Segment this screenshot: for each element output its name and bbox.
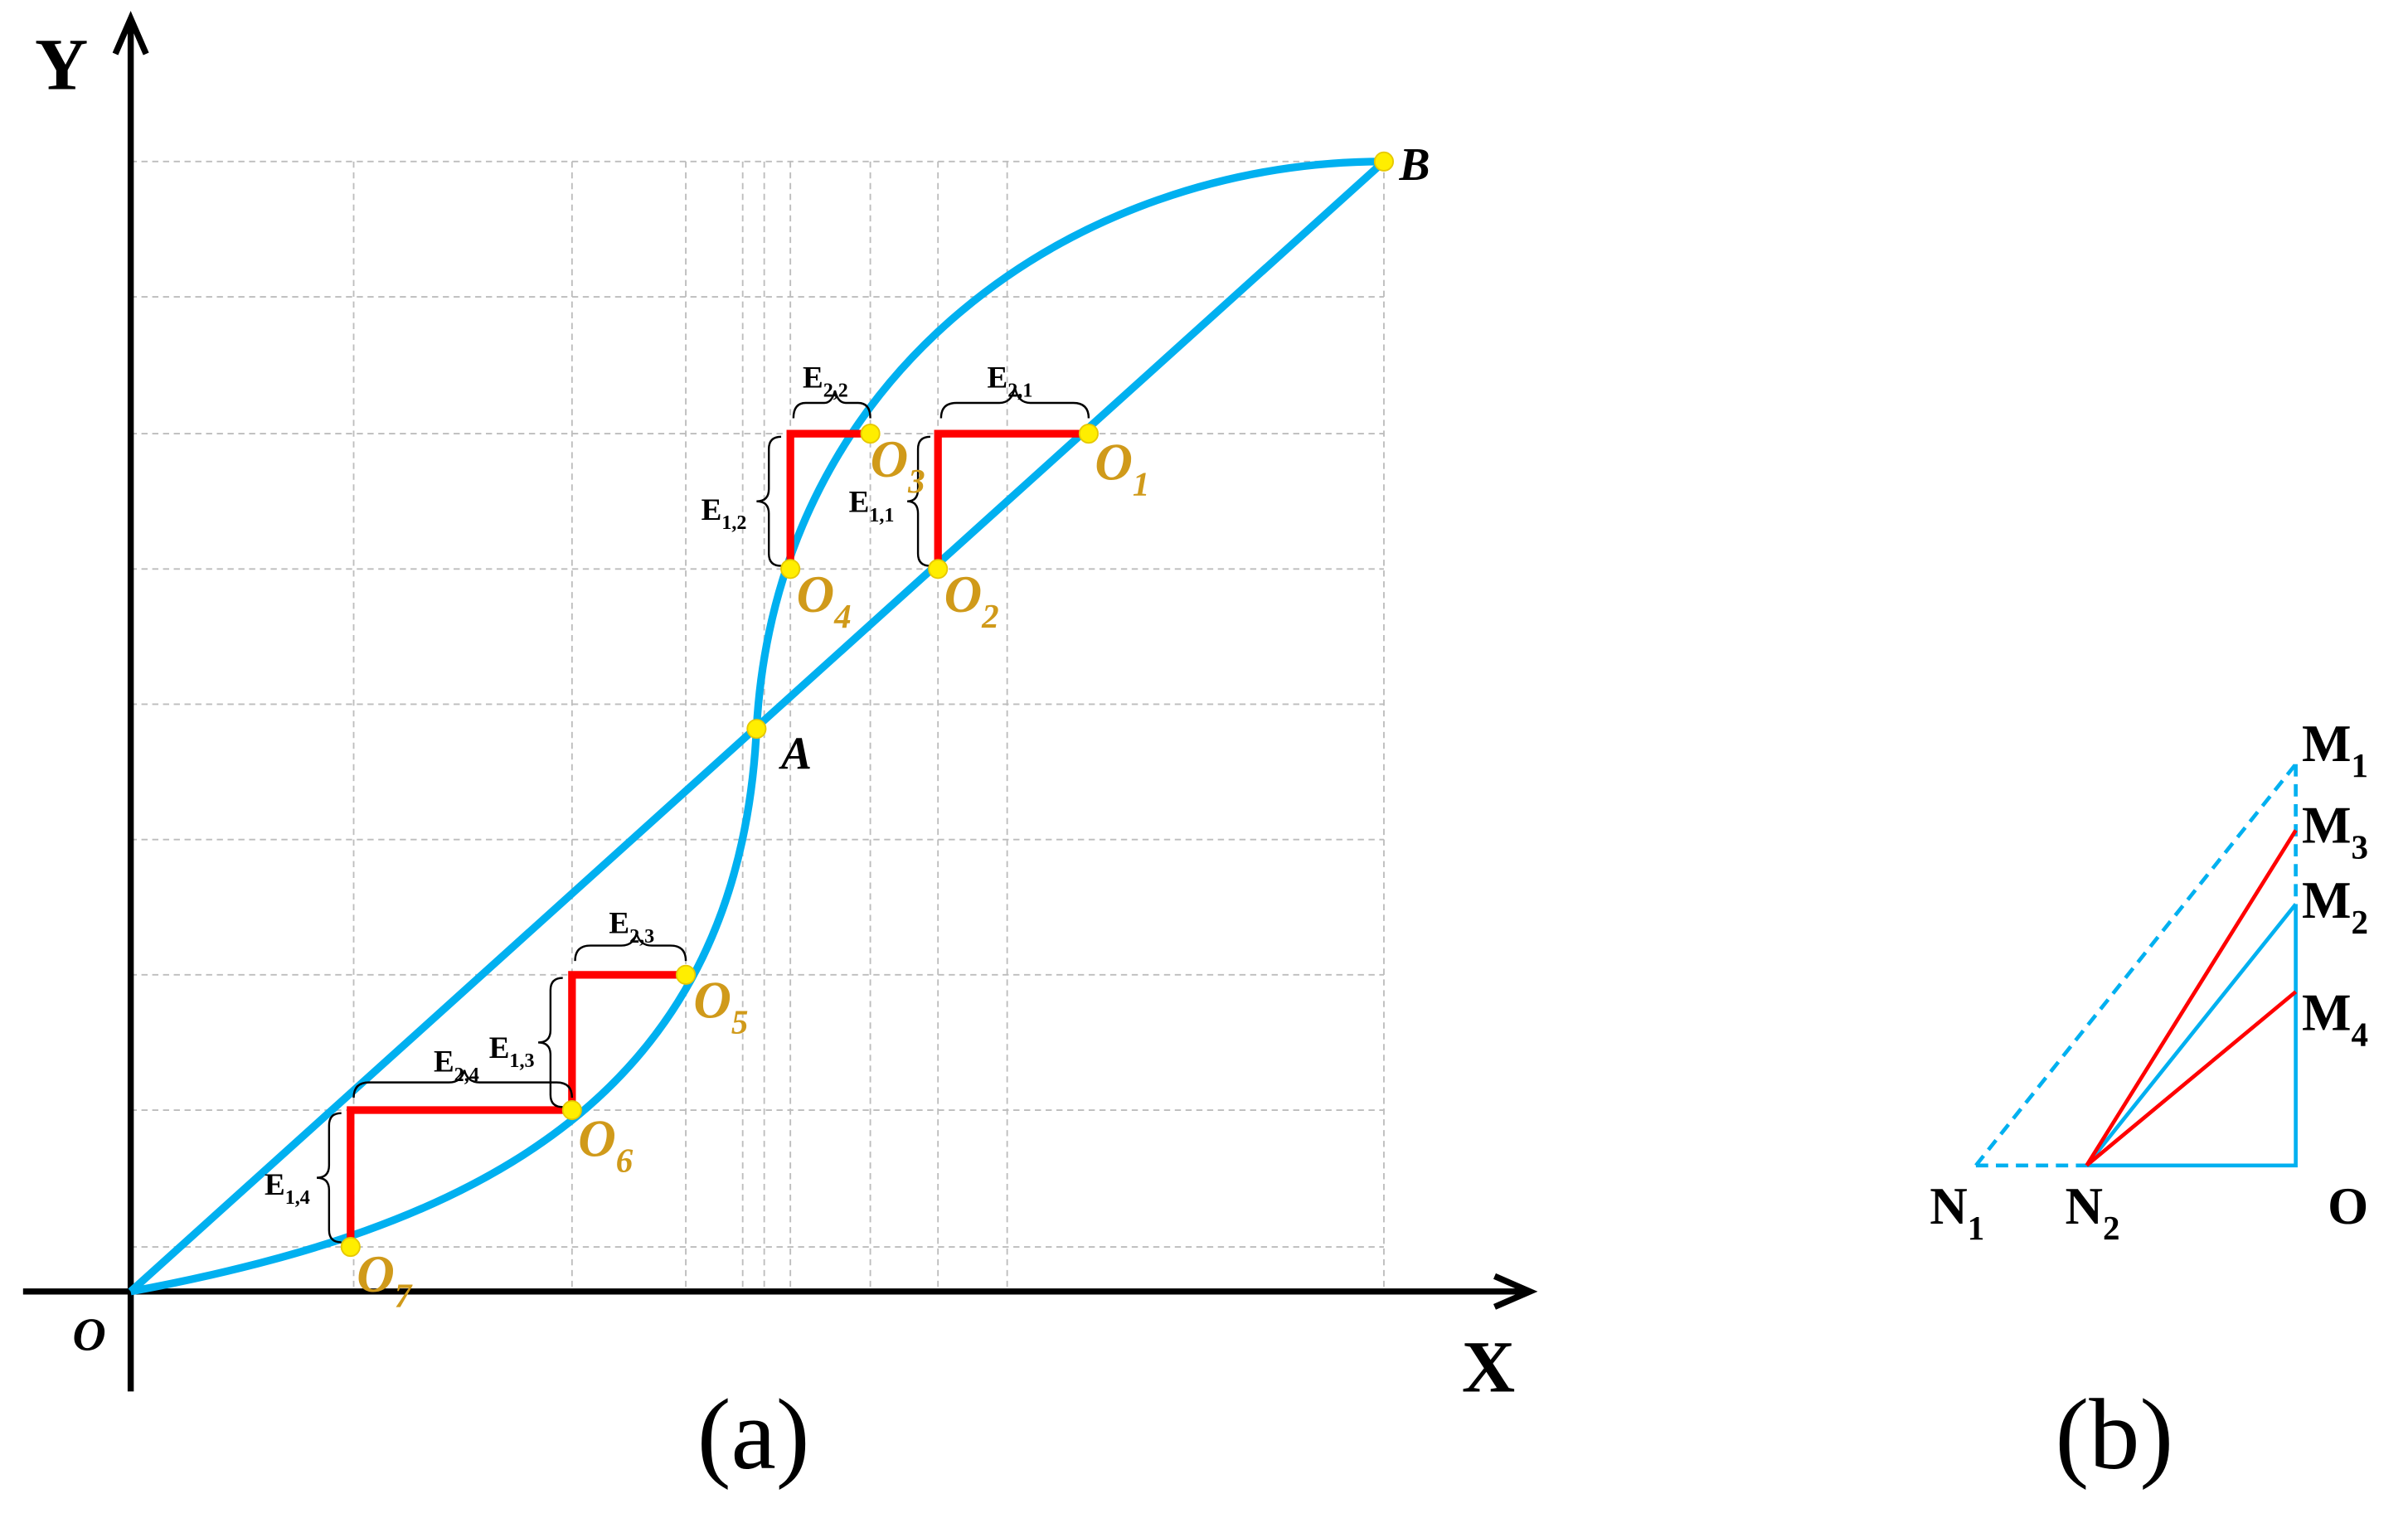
label-base: E xyxy=(702,493,722,527)
label-subscript: 4 xyxy=(2352,1015,2368,1053)
label-subscript: 1,3 xyxy=(509,1050,534,1072)
label-subscript: 5 xyxy=(731,1003,748,1041)
error-label: E2,1 xyxy=(988,361,1033,401)
center-label: O5 xyxy=(693,972,748,1041)
label-base: M xyxy=(2302,871,2352,929)
center-label: O6 xyxy=(578,1110,634,1180)
center-label: O2 xyxy=(944,565,999,635)
caption: (b) xyxy=(2055,1379,2173,1491)
point-label: M4 xyxy=(2302,984,2368,1054)
label-subscript: 3 xyxy=(907,462,925,500)
label-subscript: 1 xyxy=(1968,1209,1984,1247)
label-subscript: 3 xyxy=(2352,827,2368,866)
point-label: M3 xyxy=(2302,796,2368,866)
origin-label: O xyxy=(72,1309,105,1360)
label-subscript: 2 xyxy=(981,597,998,635)
label-subscript: 7 xyxy=(395,1277,413,1315)
label-subscript: 1,1 xyxy=(869,505,894,526)
point-label: B xyxy=(1399,139,1430,191)
label-base: N xyxy=(2065,1177,2103,1235)
label-base: M xyxy=(2302,984,2352,1042)
label-base: E xyxy=(849,486,870,520)
label-subscript: 1 xyxy=(1133,465,1149,503)
x-axis-label: X xyxy=(1462,1326,1515,1408)
label-base: O xyxy=(578,1110,616,1168)
label-base: E xyxy=(803,361,823,395)
caption: (a) xyxy=(697,1379,810,1491)
label-base: O xyxy=(797,565,835,623)
label-base: E xyxy=(265,1168,285,1202)
label-base: O xyxy=(357,1245,395,1303)
label-subscript: 2,3 xyxy=(629,926,654,948)
label-base: O xyxy=(1095,434,1133,492)
error-label: E2,3 xyxy=(609,907,654,948)
label-base: E xyxy=(489,1031,510,1065)
error-label: E2,4 xyxy=(434,1045,479,1086)
label-base: N xyxy=(1930,1177,1968,1235)
error-label: E1,2 xyxy=(702,493,747,534)
point-label: M2 xyxy=(2302,871,2368,941)
point-label: N1 xyxy=(1930,1177,1984,1247)
label-subscript: 1 xyxy=(2352,746,2368,784)
point-label: N2 xyxy=(2065,1177,2119,1247)
label-base: E xyxy=(434,1045,454,1079)
point-label: M1 xyxy=(2302,715,2368,784)
label-base: O xyxy=(871,430,909,488)
center-label: O7 xyxy=(357,1245,413,1315)
label-base: O xyxy=(944,565,983,623)
braces xyxy=(316,387,1090,1244)
error-label: E1,1 xyxy=(849,486,895,526)
label-subscript: 6 xyxy=(616,1142,634,1180)
center-label: O1 xyxy=(1095,434,1149,503)
center-label: O3 xyxy=(871,430,925,500)
label-subscript: 4 xyxy=(833,597,851,635)
label-subscript: 2 xyxy=(2103,1209,2119,1247)
label-subscript: 2,4 xyxy=(454,1064,479,1086)
axes xyxy=(22,11,1538,1392)
label-base: E xyxy=(609,907,629,941)
panel-b xyxy=(1974,763,2298,1168)
error-label: E2,2 xyxy=(803,361,848,401)
label-base: M xyxy=(2302,796,2352,854)
label-subscript: 1,2 xyxy=(721,512,746,534)
label-base: O xyxy=(693,972,731,1030)
y-axis-label: Y xyxy=(35,25,88,106)
points xyxy=(340,151,1395,1258)
label-subscript: 2 xyxy=(2352,903,2368,941)
point-label: A xyxy=(779,728,812,779)
label-base: M xyxy=(2302,715,2352,773)
label-subscript: 1,4 xyxy=(285,1187,310,1209)
error-steps xyxy=(347,429,1089,1248)
label-subscript: 2,1 xyxy=(1007,381,1032,402)
error-label: E1,3 xyxy=(489,1031,535,1072)
label-base: E xyxy=(988,361,1008,395)
error-label: E1,4 xyxy=(265,1168,310,1209)
label-subscript: 2,2 xyxy=(823,381,848,402)
point-label: O xyxy=(2328,1177,2368,1235)
center-label: O4 xyxy=(797,565,852,635)
